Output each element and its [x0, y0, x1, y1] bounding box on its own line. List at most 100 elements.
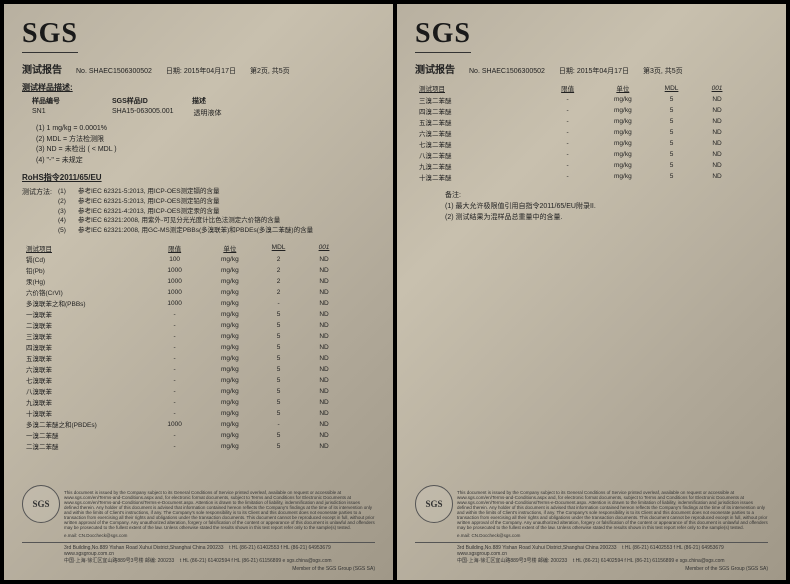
cell-item: 八溴二苯醚 — [415, 149, 538, 160]
cell-mdl: 5 — [649, 171, 694, 182]
cell-limit: - — [145, 408, 203, 419]
cell-unit: mg/kg — [597, 149, 649, 160]
table-row: 二溴二苯醚 - mg/kg 5 ND — [22, 441, 347, 452]
cell-unit: mg/kg — [204, 430, 256, 441]
cell-limit: - — [145, 441, 203, 452]
cell-item: 六溴二苯醚 — [415, 127, 538, 138]
cell-limit: - — [145, 430, 203, 441]
table-row: 九溴二苯醚 - mg/kg 5 ND — [415, 160, 740, 171]
page-indicator: 第2页, 共5页 — [250, 66, 290, 76]
cell-mdl: 5 — [256, 309, 301, 320]
cell-mdl: 5 — [649, 160, 694, 171]
note-line: (4) "-" = 未规定 — [36, 156, 375, 167]
methods-list: (1)参考IEC 62321-5:2013, 用ICP-OES测定镉的含量(2)… — [58, 187, 313, 236]
cell-limit: - — [538, 116, 596, 127]
cell-item: 九溴联苯 — [22, 397, 145, 408]
cell-item: 四溴联苯 — [22, 342, 145, 353]
cell-item: 多溴二苯醚之和(PBDEs) — [22, 419, 145, 430]
table-row: 九溴联苯 - mg/kg 5 ND — [22, 397, 347, 408]
method-line: (3)参考IEC 62321-4:2013, 用ICP-OES测定汞的含量 — [58, 207, 313, 217]
cell-unit: mg/kg — [597, 105, 649, 116]
cell-item: 五溴二苯醚 — [415, 116, 538, 127]
sgs-logo: SGS — [415, 18, 471, 53]
cell-unit: mg/kg — [597, 94, 649, 105]
footer-member: Member of the SGS Group (SGS SA) — [22, 566, 375, 572]
cell-res: ND — [694, 94, 739, 105]
table-row: 三溴二苯醚 - mg/kg 5 ND — [415, 94, 740, 105]
table-row: 六价铬(CrVI) 1000 mg/kg 2 ND — [22, 287, 347, 298]
results-table-left: 测试项目 限值 单位 MDL 001 镉(Cd) 100 mg/kg 2 ND … — [22, 242, 347, 452]
addr-cn: 中国·上海·徐汇区宜山路889号3号楼 邮编: 200233 — [64, 558, 174, 564]
table-row: 一溴二苯醚 - mg/kg 5 ND — [22, 430, 347, 441]
cell-unit: mg/kg — [204, 408, 256, 419]
table-row: 一溴联苯 - mg/kg 5 ND — [22, 309, 347, 320]
cell-mdl: 2 — [256, 254, 301, 265]
cell-res: ND — [694, 149, 739, 160]
cell-item: 三溴联苯 — [22, 331, 145, 342]
cell-limit: - — [538, 160, 596, 171]
cell-unit: mg/kg — [204, 441, 256, 452]
cell-mdl: 5 — [256, 364, 301, 375]
cell-limit: - — [145, 331, 203, 342]
cell-unit: mg/kg — [597, 138, 649, 149]
cell-limit: 1000 — [145, 276, 203, 287]
table-row: 镉(Cd) 100 mg/kg 2 ND — [22, 254, 347, 265]
remarks-block: 备注: (1) 最大允许极限值引用自指令2011/65/EU附录II.(2) 测… — [445, 190, 768, 224]
cell-item: 七溴联苯 — [22, 375, 145, 386]
table-row: 三溴联苯 - mg/kg 5 ND — [22, 331, 347, 342]
cell-limit: - — [145, 353, 203, 364]
table-row: 六溴二苯醚 - mg/kg 5 ND — [415, 127, 740, 138]
cell-res: ND — [301, 430, 346, 441]
remark-line: (2) 测试结果为混样品总重量中的含量. — [445, 212, 768, 223]
method-line: (4)参考IEC 62321:2008, 用紫外-可见分光光度计比色法测定六价铬… — [58, 216, 313, 226]
footer: SGS This document is issued by the Compa… — [415, 491, 768, 572]
cell-unit: mg/kg — [597, 127, 649, 138]
sample-val-b: SHA15-063005.001 — [112, 108, 174, 118]
table-row: 十溴联苯 - mg/kg 5 ND — [22, 408, 347, 419]
cell-limit: - — [145, 320, 203, 331]
cell-item: 一溴联苯 — [22, 309, 145, 320]
cell-res: ND — [301, 408, 346, 419]
th-res: 001 — [694, 82, 739, 94]
cell-mdl: 5 — [256, 342, 301, 353]
cell-item: 二溴联苯 — [22, 320, 145, 331]
cell-res: ND — [301, 254, 346, 265]
table-row: 二溴联苯 - mg/kg 5 ND — [22, 320, 347, 331]
cell-res: ND — [694, 160, 739, 171]
th-limit: 限值 — [145, 242, 203, 254]
cell-res: ND — [301, 397, 346, 408]
header-row: 测试报告 No. SHAEC1506300502 日期: 2015年04月17日… — [22, 61, 375, 76]
method-line: (5)参考IEC 62321:2008, 用GC-MS测定PBBs(多溴联苯)和… — [58, 226, 313, 236]
cell-mdl: 5 — [256, 441, 301, 452]
rohs-title: RoHS指令2011/65/EU — [22, 172, 375, 183]
cell-unit: mg/kg — [204, 331, 256, 342]
cell-item: 七溴二苯醚 — [415, 138, 538, 149]
cell-item: 六溴联苯 — [22, 364, 145, 375]
remark-line: (1) 最大允许极限值引用自指令2011/65/EU附录II. — [445, 201, 768, 212]
table-row: 汞(Hg) 1000 mg/kg 2 ND — [22, 276, 347, 287]
report-no-label: No. — [76, 68, 87, 75]
cell-res: ND — [694, 127, 739, 138]
table-row: 五溴联苯 - mg/kg 5 ND — [22, 353, 347, 364]
table-row: 六溴联苯 - mg/kg 5 ND — [22, 364, 347, 375]
cell-mdl: 5 — [256, 320, 301, 331]
sample-hdr-b: SGS样品ID — [112, 96, 172, 106]
remarks-label: 备注: — [445, 192, 461, 199]
footer: SGS This document is issued by the Compa… — [22, 491, 375, 572]
note-line: (3) ND = 未检出 ( < MDL ) — [36, 145, 375, 156]
cell-mdl: 5 — [256, 408, 301, 419]
cell-unit: mg/kg — [204, 375, 256, 386]
method-line: (2)参考IEC 62321-5:2013, 用ICP-OES测定铅的含量 — [58, 197, 313, 207]
table-row: 七溴联苯 - mg/kg 5 ND — [22, 375, 347, 386]
cell-mdl: 5 — [649, 105, 694, 116]
cell-mdl: 2 — [256, 265, 301, 276]
results-table-right: 测试项目 限值 单位 MDL 001 三溴二苯醚 - mg/kg 5 ND 四溴… — [415, 82, 740, 182]
cell-unit: mg/kg — [204, 320, 256, 331]
cell-unit: mg/kg — [597, 160, 649, 171]
tel2: t HL (86-21) 61402594 f HL (86-21) 61156… — [180, 558, 332, 564]
cell-item: 十溴二苯醚 — [415, 171, 538, 182]
date-label: 日期: — [166, 68, 182, 75]
cell-mdl: 5 — [256, 353, 301, 364]
cell-res: ND — [301, 386, 346, 397]
cell-item: 四溴二苯醚 — [415, 105, 538, 116]
